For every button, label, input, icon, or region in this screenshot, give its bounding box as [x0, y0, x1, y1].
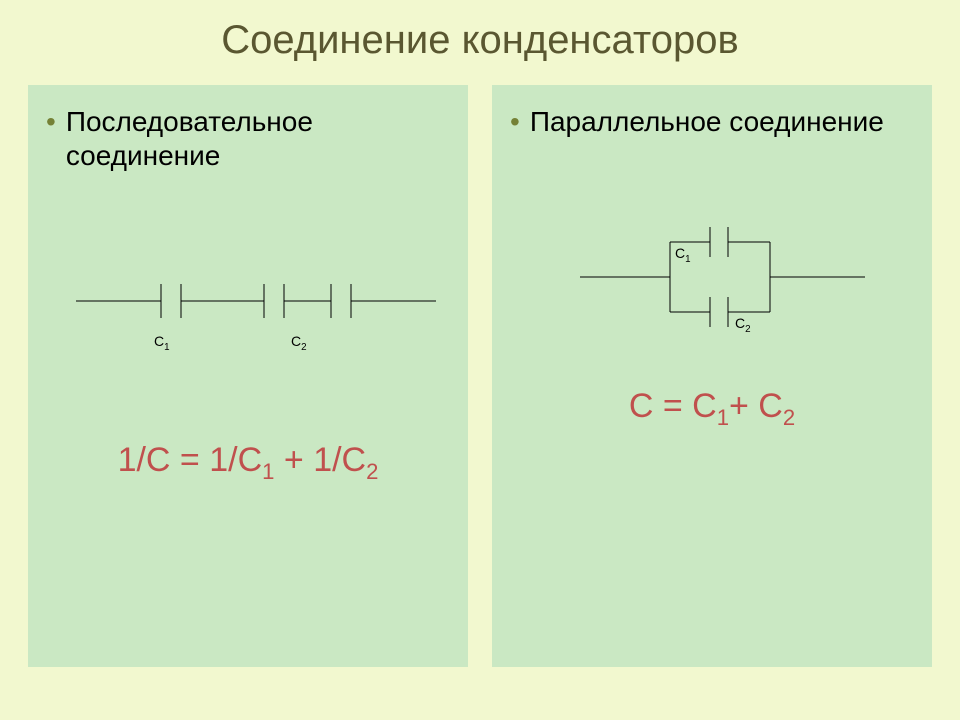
label-c2-left: C2 [291, 333, 307, 353]
slide-title: Соединение конденсаторов [28, 18, 932, 63]
right-subtitle: Параллельное соединение [530, 105, 884, 139]
label-c1-right: C1 [675, 245, 691, 265]
left-bullet-row: • Последовательное соединение [46, 105, 450, 173]
bullet-icon: • [510, 105, 520, 139]
right-diagram: C1 C2 [510, 147, 914, 407]
label-c2-right: C2 [735, 315, 751, 335]
left-panel: • Последовательное соединение C1 C2 1/C … [28, 85, 468, 667]
left-diagram: C1 C2 [46, 181, 450, 441]
left-formula: 1/C = 1/C1 + 1/C2 [46, 441, 450, 485]
parallel-capacitor-svg [510, 147, 930, 407]
panels-row: • Последовательное соединение C1 C2 1/C … [28, 85, 932, 667]
label-c1-left: C1 [154, 333, 170, 353]
bullet-icon: • [46, 105, 56, 139]
left-subtitle: Последовательное соединение [66, 105, 450, 173]
series-capacitor-svg [46, 181, 466, 441]
right-bullet-row: • Параллельное соединение [510, 105, 914, 139]
slide: Соединение конденсаторов • Последователь… [0, 0, 960, 720]
right-panel: • Параллельное соединение C1 C2 C = C1+ … [492, 85, 932, 667]
